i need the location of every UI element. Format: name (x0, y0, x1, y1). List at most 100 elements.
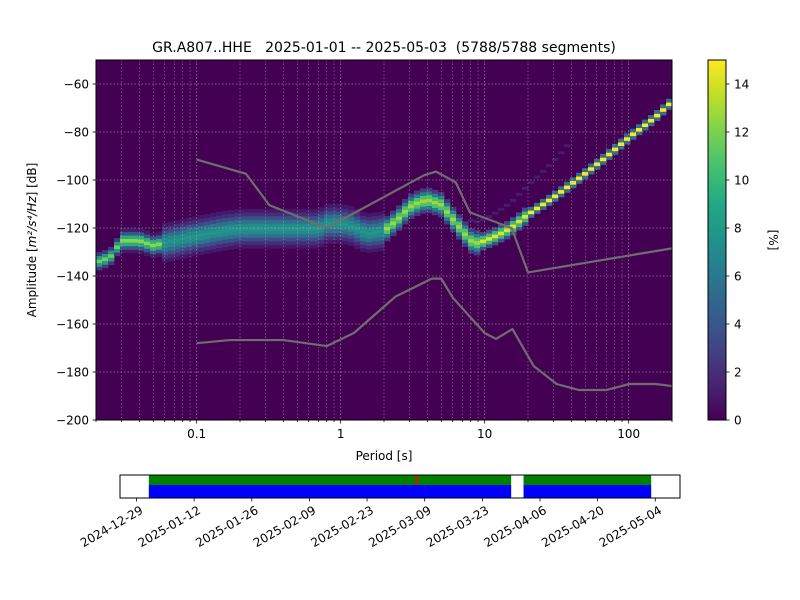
heatmap-cell (492, 227, 499, 232)
heatmap-cell (516, 223, 523, 227)
heatmap-cell (636, 124, 643, 128)
heatmap-cell (252, 208, 259, 213)
heatmap-cell (210, 230, 217, 235)
heatmap-cell (588, 170, 595, 175)
heatmap-cell (576, 179, 583, 184)
heatmap-cell (240, 212, 247, 217)
heatmap-cell (264, 216, 271, 220)
heatmap-cell (222, 246, 229, 251)
heatmap-cell (486, 236, 493, 241)
amplitude-axis: −200 −180 −160 −140 −120 −100 −80 −60 (56, 78, 96, 428)
heatmap-cell (234, 230, 241, 235)
heatmap-cell (120, 235, 127, 239)
heatmap-cell (192, 234, 199, 239)
heatmap-cell (546, 202, 553, 206)
heatmap-cell (540, 198, 547, 203)
heatmap-cell (198, 247, 205, 252)
heatmap-cell (240, 226, 247, 231)
heatmap-cell (372, 226, 379, 231)
heatmap-cell (108, 254, 115, 258)
heatmap-cell (330, 225, 337, 230)
heatmap-cell (360, 212, 367, 216)
heatmap-cell (150, 236, 157, 241)
heatmap-cell (210, 234, 217, 239)
heatmap-cell (360, 244, 367, 249)
heatmap-cell (306, 234, 313, 238)
heatmap-cell (276, 230, 283, 235)
heatmap-cell (246, 241, 253, 245)
heatmap-cell (288, 208, 295, 213)
timeline-tick-label: 2025-02-23 (309, 503, 376, 550)
gap-marker (415, 475, 418, 485)
heatmap-cell (300, 234, 307, 238)
heatmap-cell (288, 226, 295, 231)
heatmap-cell (300, 212, 307, 217)
heatmap-cell (216, 236, 223, 241)
heatmap-cell (444, 206, 451, 211)
heatmap-cell (552, 190, 559, 195)
heatmap-cell (378, 211, 385, 216)
heatmap-cell (630, 128, 637, 133)
heatmap-cell (198, 229, 205, 234)
heatmap-cell (414, 204, 421, 209)
heatmap-cell (174, 227, 181, 232)
heatmap-cell (234, 216, 241, 221)
heatmap-cell (252, 223, 259, 227)
heatmap-cell (594, 165, 601, 170)
heatmap-cell (288, 223, 295, 227)
heatmap-cell (378, 244, 385, 248)
heatmap-cell (324, 218, 331, 223)
heatmap-cell (264, 234, 271, 238)
heatmap-cell (600, 161, 607, 165)
colorbar-tick-label: 6 (734, 270, 742, 284)
heatmap-cell (354, 241, 361, 246)
heatmap-cell (366, 242, 373, 246)
heatmap-cell (366, 249, 373, 253)
heatmap-cell (372, 212, 379, 217)
heatmap-cell (480, 232, 487, 236)
heatmap-cell (498, 224, 505, 229)
heatmap-cell (234, 212, 241, 217)
heatmap-cell (474, 244, 481, 249)
colorbar-tick-label: 4 (734, 318, 742, 332)
heatmap-cell (444, 202, 451, 207)
heatmap-cell (204, 242, 211, 247)
heatmap-cell (636, 127, 643, 132)
timeline-tick-label: 2025-04-20 (539, 503, 606, 550)
heatmap-cell (180, 247, 187, 252)
heatmap-cell (486, 233, 493, 238)
timeline-tick-label: 2025-01-12 (136, 503, 203, 550)
heatmap-cell (492, 211, 499, 215)
heatmap-cell (216, 222, 223, 227)
heatmap-cell (426, 209, 433, 214)
heatmap-cell (318, 218, 325, 222)
ppsd-plot-area (95, 59, 673, 421)
timeline-frame (119, 474, 681, 499)
heatmap-cell (234, 234, 241, 239)
heatmap-cell (276, 234, 283, 238)
heatmap-cell (402, 202, 409, 207)
heatmap-cell (210, 216, 217, 221)
heatmap-cell (144, 248, 151, 253)
heatmap-cell (282, 223, 289, 227)
heatmap-cell (618, 142, 625, 146)
heatmap-cell (378, 229, 385, 234)
heatmap-cell (372, 219, 379, 224)
y-tick-label: −160 (56, 318, 89, 332)
heatmap-cell (606, 148, 613, 153)
heatmap-cell (450, 213, 457, 218)
heatmap-cell (108, 250, 115, 255)
heatmap-cell (270, 212, 277, 217)
heatmap-cell (570, 180, 577, 185)
heatmap-cell (558, 189, 565, 194)
heatmap-cell (348, 227, 355, 232)
heatmap-cell (270, 208, 277, 213)
heatmap-cell (222, 236, 229, 240)
heatmap-cell (306, 241, 313, 245)
heatmap-cell (444, 217, 451, 221)
heatmap-cell (360, 248, 367, 252)
heatmap-cell (228, 246, 235, 250)
heatmap-cell (276, 226, 283, 231)
heatmap-cell (426, 194, 433, 199)
heatmap-cell (450, 228, 457, 233)
